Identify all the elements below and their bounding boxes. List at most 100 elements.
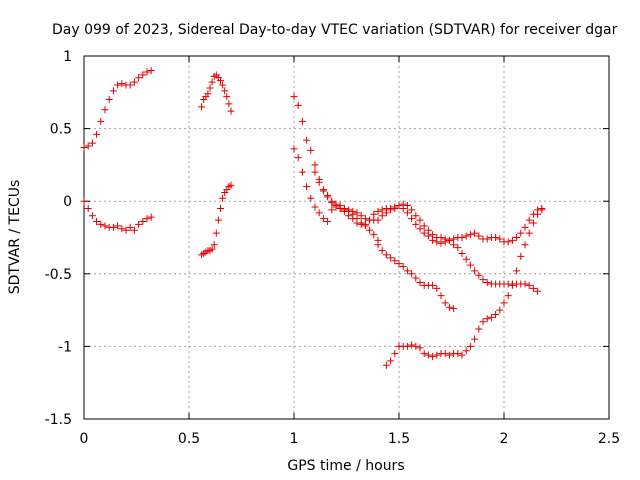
data-point [208,78,216,86]
data-point [217,204,224,212]
data-point [118,80,126,88]
data-point [109,223,117,231]
data-point [370,231,378,239]
data-point [513,234,521,241]
data-point [147,67,155,75]
data-point [324,218,332,226]
data-point [408,341,416,349]
data-point [462,255,470,263]
data-point [416,344,424,352]
data-point [80,197,88,205]
series-track-8 [311,168,546,247]
data-point [458,249,466,257]
data-point [462,232,470,240]
data-point [479,276,487,284]
y-tick-label: -1.5 [45,412,72,428]
data-point [214,216,222,224]
data-point [311,203,319,211]
data-point [387,254,395,262]
data-point [294,101,302,109]
data-point [529,284,537,292]
data-point [88,139,96,147]
data-point [496,235,504,243]
series-track-9 [382,206,546,369]
data-point [217,77,224,85]
data-point [221,87,229,95]
data-point [525,229,533,237]
data-point [336,204,344,212]
data-point [361,220,369,228]
data-point [475,271,483,279]
data-point [88,212,96,220]
data-point [311,168,319,176]
data-point [450,235,458,243]
data-point [198,103,206,111]
data-point [349,215,357,223]
data-point [135,220,143,228]
data-point [378,247,386,255]
series-track-6 [374,241,458,313]
x-tick-label: 2 [500,431,509,447]
data-point [353,209,361,217]
data-point [403,202,411,210]
data-point [458,234,466,241]
data-point [471,229,479,237]
y-tick-label: 0 [63,194,72,210]
data-point [328,206,336,214]
data-point [303,136,311,144]
y-tick-label: 1 [63,49,72,65]
data-point [303,183,311,191]
data-point [412,342,420,350]
data-point [483,315,491,323]
data-point [403,342,411,350]
data-point [387,357,395,365]
series-track-3 [198,71,235,115]
data-point [135,74,143,82]
data-point [219,194,227,202]
data-point [345,212,353,220]
data-point [307,194,315,202]
data-point [441,238,449,246]
data-point [315,209,323,217]
data-point [391,203,399,211]
data-point [408,215,416,223]
data-point [496,306,504,314]
series-track-2 [80,197,155,234]
data-points [80,67,546,369]
data-point [462,347,470,355]
data-point [298,168,306,176]
x-axis-label: GPS time / hours [287,458,404,474]
data-point [525,281,533,289]
data-point [147,213,155,221]
data-point [227,181,235,189]
data-point [139,218,147,226]
data-point [538,206,546,214]
data-point [227,107,235,115]
data-point [450,305,458,313]
x-tick-label: 2.5 [598,431,620,447]
y-axis-label: SDTVAR / TECUs [7,180,23,295]
data-point [429,353,437,361]
data-point [357,212,365,220]
data-point [126,81,134,89]
series-track-7 [290,145,542,295]
data-point [458,351,466,359]
data-point [97,117,105,125]
data-point [311,161,319,169]
data-point [319,187,327,195]
data-point [370,210,378,218]
data-point [353,219,361,227]
data-point [118,225,126,233]
data-point [424,351,432,359]
data-point [466,261,474,269]
data-point [529,219,537,227]
y-tick-label: -0.5 [45,267,72,283]
data-point [445,351,453,359]
y-axis-ticks: 1 0.5 0 -0.5 -1 -1.5 [45,49,609,428]
data-point [408,270,416,278]
data-point [471,267,479,275]
data-point [109,87,117,95]
data-point [395,202,403,210]
data-point [517,229,525,237]
